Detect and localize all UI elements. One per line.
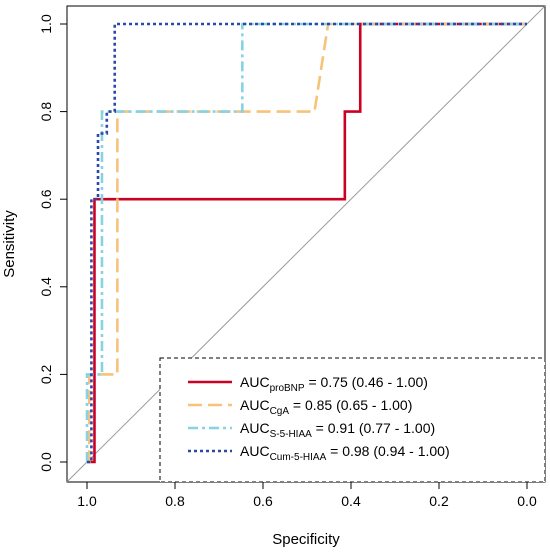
x-tick-label: 0.6 [253, 493, 273, 509]
x-tick-label: 0.2 [429, 493, 449, 509]
y-axis-title: Sensitivity [1, 210, 18, 278]
x-tick-label: 0.8 [165, 493, 185, 509]
x-axis-title: Specificity [272, 531, 340, 548]
diagonal-line [66, 5, 546, 483]
legend-label-rest: = 0.91 (0.77 - 1.00) [312, 420, 435, 436]
roc-curve-cga [87, 22, 527, 464]
legend-label-2: AUCS-5-HIAA = 0.91 (0.77 - 1.00) [240, 420, 435, 440]
reference-diagonal [66, 5, 546, 483]
legend-label-main: AUC [240, 420, 270, 436]
roc-curves [85, 22, 527, 464]
roc-curve-cum-5-hiaa [87, 22, 527, 464]
legend-label-0: AUCproBNP = 0.75 (0.46 - 1.00) [240, 374, 428, 394]
legend-label-rest: = 0.75 (0.46 - 1.00) [305, 374, 428, 390]
legend-label-sub: S-5-HIAA [270, 429, 313, 440]
y-tick-label: 0.4 [38, 277, 54, 297]
legend-box [159, 357, 546, 483]
legend-label-sub: Cum-5-HIAA [270, 452, 327, 463]
legend-label-sub: proBNP [270, 383, 305, 394]
legend-label-sub: CgA [270, 406, 290, 417]
legend: AUCproBNP = 0.75 (0.46 - 1.00)AUCCgA = 0… [159, 357, 546, 483]
y-tick-label: 0.8 [38, 102, 54, 122]
legend-label-rest: = 0.98 (0.94 - 1.00) [326, 443, 449, 459]
roc-curve-s-5-hiaa [85, 22, 527, 462]
x-tick-label: 0.0 [517, 493, 537, 509]
legend-label-main: AUC [240, 443, 270, 459]
x-tick-label: 1.0 [77, 493, 97, 509]
axes: 1.0 0.8 0.6 0.4 0.2 0.0 0.0 0.2 0.4 0.6 0.8 1.0 Spec… [1, 5, 546, 548]
legend-label-3: AUCCum-5-HIAA = 0.98 (0.94 - 1.00) [240, 443, 450, 463]
y-tick-label: 0.6 [38, 189, 54, 209]
legend-label-main: AUC [240, 397, 270, 413]
y-tick-label: 0.2 [38, 364, 54, 384]
legend-label-1: AUCCgA = 0.85 (0.65 - 1.00) [240, 397, 412, 417]
legend-label-main: AUC [240, 374, 270, 390]
x-tick-label: 0.4 [341, 493, 361, 509]
y-tick-label: 0.0 [38, 452, 54, 472]
legend-label-rest: = 0.85 (0.65 - 1.00) [289, 397, 412, 413]
roc-curve-probnp [87, 22, 527, 464]
y-tick-label: 1.0 [38, 14, 54, 34]
